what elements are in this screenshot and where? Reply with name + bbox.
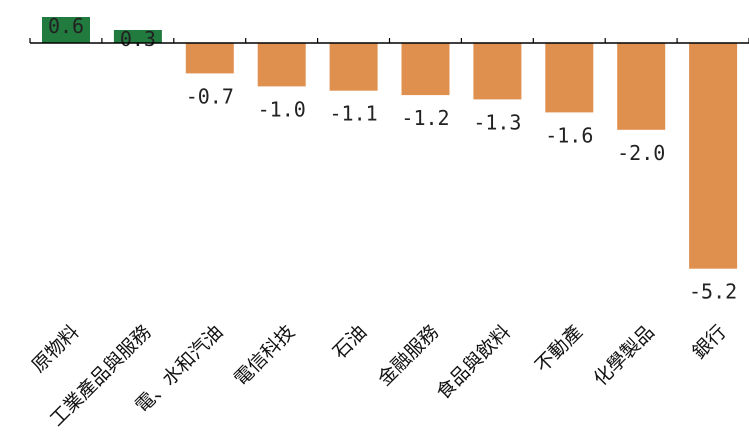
category-label-5: 石油: [329, 321, 371, 363]
value-label-10: -5.2: [689, 280, 737, 304]
bar-8: [545, 43, 594, 113]
bar-9: [617, 43, 666, 130]
category-label-10: 銀行: [688, 321, 730, 363]
bar-5: [329, 43, 378, 91]
value-label-6: -1.2: [401, 106, 449, 130]
category-label-7: 食品與飲料: [432, 321, 515, 404]
bar-10: [689, 43, 738, 269]
bar-6: [401, 43, 450, 96]
value-label-5: -1.1: [330, 102, 378, 126]
category-label-1: 原物料: [28, 321, 84, 377]
bar-1: [42, 17, 90, 43]
category-label-9: 化學製品: [589, 321, 658, 390]
value-label-9: -2.0: [617, 141, 665, 165]
value-label-7: -1.3: [473, 110, 521, 134]
category-label-8: 不動產: [531, 321, 587, 377]
bar-2: [113, 30, 162, 43]
bar-3: [185, 43, 234, 74]
bar-7: [473, 43, 522, 100]
value-label-1: 0.6: [48, 14, 84, 38]
value-label-2: 0.3: [120, 27, 156, 51]
value-label-3: -0.7: [186, 84, 234, 108]
category-label-6: 金融服務: [374, 321, 443, 390]
category-label-4: 電信科技: [230, 321, 299, 390]
value-label-8: -1.6: [545, 123, 593, 147]
value-label-4: -1.0: [258, 97, 306, 121]
bar-4: [257, 43, 306, 87]
